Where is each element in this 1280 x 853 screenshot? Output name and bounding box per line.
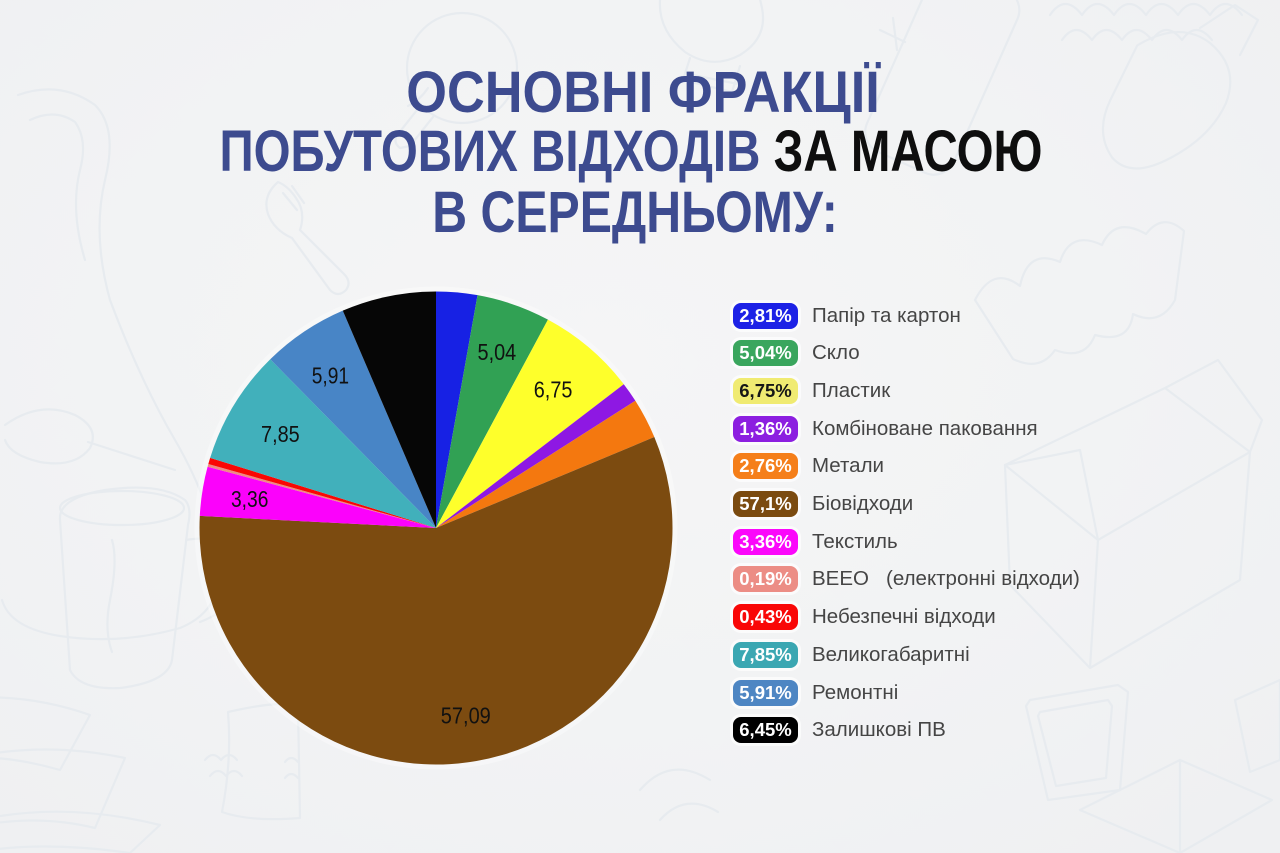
svg-text:7,85: 7,85 — [261, 421, 300, 447]
svg-text:6,75: 6,75 — [534, 376, 573, 402]
svg-text:3,36: 3,36 — [231, 486, 268, 512]
svg-text:5,04: 5,04 — [478, 339, 517, 365]
svg-text:57,09: 57,09 — [441, 702, 491, 728]
svg-text:5,91: 5,91 — [312, 363, 349, 389]
